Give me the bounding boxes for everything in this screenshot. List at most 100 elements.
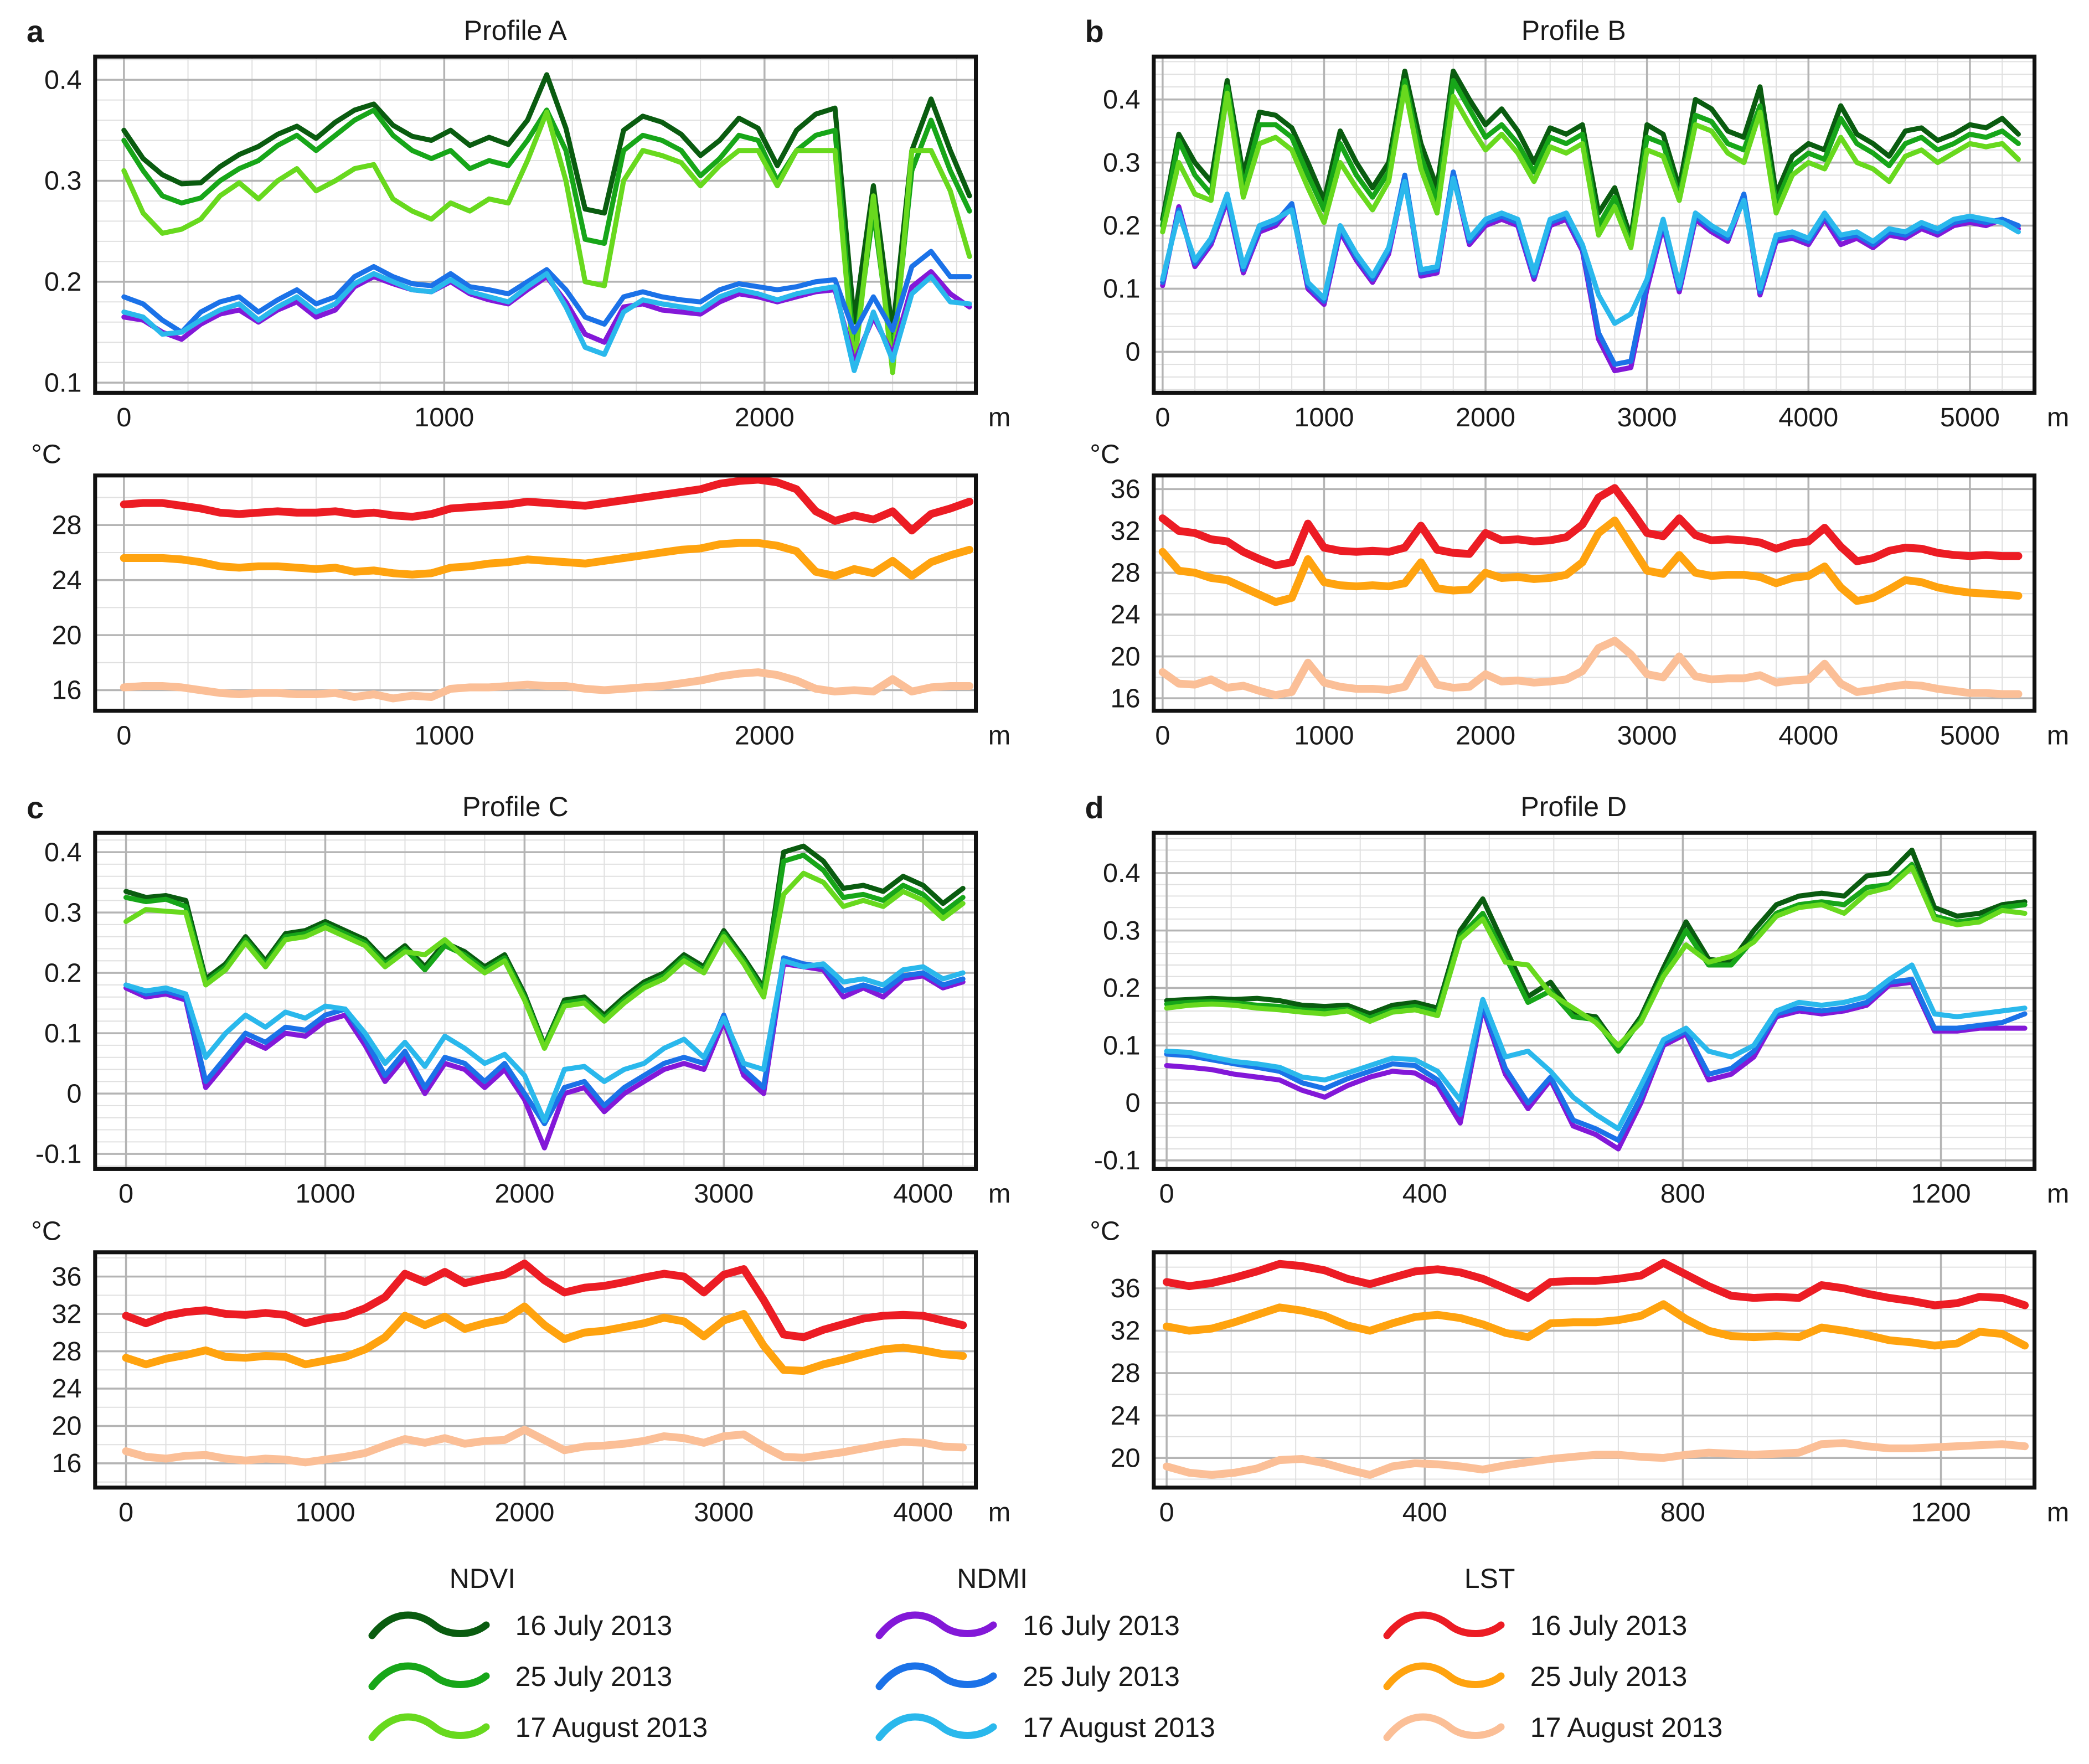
svg-text:m: m (988, 721, 1010, 751)
svg-text:1000: 1000 (414, 403, 474, 432)
svg-text:4000: 4000 (1778, 403, 1838, 432)
svg-text:0.2: 0.2 (1102, 211, 1140, 241)
profile-d-lst-chart: 0 400 800 1200 m 20 24 28 32 36 °C (1090, 1216, 2069, 1527)
legend-item: 17 August 2013 (874, 1708, 1215, 1747)
svg-text:0.4: 0.4 (44, 65, 82, 95)
svg-text:5000: 5000 (1940, 403, 1999, 432)
svg-text:2000: 2000 (735, 403, 795, 432)
svg-text:5000: 5000 (1940, 721, 1999, 751)
svg-text:400: 400 (1402, 1497, 1447, 1527)
svg-text:0: 0 (1159, 1497, 1174, 1527)
svg-text:36: 36 (51, 1261, 81, 1291)
svg-text:0.4: 0.4 (1102, 85, 1140, 115)
legend-label: 16 July 2013 (515, 1610, 673, 1642)
legend-item: 17 August 2013 (367, 1708, 708, 1747)
legend-line-swatch (1383, 1611, 1505, 1639)
svg-text:m: m (988, 1497, 1010, 1527)
svg-text:0: 0 (1125, 337, 1140, 367)
panel-c: c Profile C 0 1000 2000 3000 4000 m -0.1 0 0.1 0.… (11, 786, 1020, 1537)
profile-a-index-chart: 0 1000 2000 m 0.1 0.2 0.3 0.4 (44, 54, 1010, 432)
svg-text:-0.1: -0.1 (1093, 1146, 1140, 1175)
legend-line-swatch (368, 1662, 490, 1690)
svg-text:0.3: 0.3 (1102, 916, 1140, 946)
svg-text:0.2: 0.2 (44, 267, 82, 297)
svg-text:400: 400 (1402, 1179, 1447, 1209)
svg-text:24: 24 (51, 1374, 81, 1404)
legend-label: 17 August 2013 (515, 1712, 708, 1744)
panel-b-header: b Profile B (1070, 10, 2078, 49)
svg-text:m: m (2046, 721, 2069, 751)
svg-text:3000: 3000 (1617, 721, 1677, 751)
legend-line-swatch (368, 1611, 490, 1639)
legend-label: 25 July 2013 (515, 1661, 673, 1693)
panel-letter: b (1085, 14, 1104, 49)
svg-text:4000: 4000 (893, 1179, 953, 1209)
legend-line-swatch (1383, 1713, 1505, 1741)
svg-text:1000: 1000 (295, 1497, 355, 1527)
legend-line-swatch (1383, 1662, 1505, 1690)
panel-title: Profile C (462, 791, 569, 823)
svg-text:0: 0 (116, 403, 131, 432)
legend-item: 16 July 2013 (1381, 1606, 1723, 1646)
legend-group-title: NDMI (957, 1563, 1028, 1595)
svg-text:0: 0 (1125, 1088, 1140, 1118)
svg-text:16: 16 (51, 1448, 81, 1478)
svg-text:1000: 1000 (1294, 403, 1354, 432)
profile-b-index-chart: 0 1000 2000 3000 4000 5000 m 0 0.1 0.2 0.3 0.4 (1102, 54, 2069, 432)
legend-line-swatch (875, 1713, 997, 1741)
svg-text:3000: 3000 (694, 1179, 754, 1209)
svg-text:0: 0 (1159, 1179, 1174, 1209)
panel-title: Profile D (1520, 791, 1627, 823)
profile-c-index-chart: 0 1000 2000 3000 4000 m -0.1 0 0.1 0.2 0.3 0.4 (35, 831, 1010, 1209)
svg-text:16: 16 (51, 675, 81, 705)
svg-text:16: 16 (1110, 684, 1140, 714)
panels-grid: a Profile A 0 1000 2000 m 0.1 0.2 0.3 0.4 0 1000… (11, 10, 2078, 1537)
legend-label: 16 July 2013 (1023, 1610, 1180, 1642)
svg-text:28: 28 (1110, 558, 1140, 588)
legend-item: 25 July 2013 (367, 1657, 708, 1696)
svg-text:0.3: 0.3 (44, 898, 82, 928)
svg-text:1000: 1000 (295, 1179, 355, 1209)
svg-text:0.1: 0.1 (44, 1019, 82, 1049)
svg-text:1200: 1200 (1911, 1497, 1971, 1527)
svg-text:m: m (2046, 403, 2069, 432)
svg-text:m: m (988, 403, 1010, 432)
profile-b-lst-chart: 0 1000 2000 3000 4000 5000 m 16 20 24 28 32 36 °C (1090, 440, 2069, 751)
svg-text:°C: °C (1090, 440, 1120, 470)
svg-text:1000: 1000 (1294, 721, 1354, 751)
legend-group: LST 16 July 2013 25 July 2013 17 August 201… (1381, 1562, 1723, 1758)
legend-group: NDMI 16 July 2013 25 July 2013 17 August 20… (874, 1562, 1215, 1758)
svg-text:2000: 2000 (735, 721, 795, 751)
svg-text:4000: 4000 (893, 1497, 953, 1527)
panel-title: Profile B (1521, 15, 1626, 46)
svg-text:28: 28 (51, 1336, 81, 1366)
svg-text:2000: 2000 (1456, 721, 1515, 751)
svg-text:32: 32 (51, 1299, 81, 1329)
legend-item: 25 July 2013 (874, 1657, 1215, 1696)
svg-text:3000: 3000 (1617, 403, 1677, 432)
panel-letter: a (27, 14, 44, 49)
svg-text:24: 24 (51, 565, 81, 595)
legend-group-title: LST (1464, 1563, 1515, 1595)
svg-text:°C: °C (1090, 1216, 1120, 1246)
svg-text:32: 32 (1110, 516, 1140, 546)
svg-text:0: 0 (66, 1079, 81, 1109)
svg-text:°C: °C (31, 440, 61, 470)
legend-group: NDVI 16 July 2013 25 July 2013 17 August 20… (367, 1562, 708, 1758)
panel-a-header: a Profile A (11, 10, 1020, 49)
svg-text:0.4: 0.4 (1102, 858, 1140, 888)
panel-d-header: d Profile D (1070, 786, 2078, 825)
svg-text:20: 20 (51, 1411, 81, 1441)
svg-text:0.1: 0.1 (44, 368, 82, 398)
panel-c-header: c Profile C (11, 786, 1020, 826)
svg-text:4000: 4000 (1778, 721, 1838, 751)
svg-text:0: 0 (116, 721, 131, 751)
legend-label: 25 July 2013 (1023, 1661, 1180, 1693)
svg-text:0: 0 (1155, 403, 1170, 432)
panel-a: a Profile A 0 1000 2000 m 0.1 0.2 0.3 0.4 0 1000… (11, 10, 1020, 761)
profile-a-lst-chart: 0 1000 2000 m 16 20 24 28 °C (31, 440, 1010, 751)
svg-text:0.2: 0.2 (44, 958, 82, 988)
svg-text:28: 28 (1110, 1358, 1140, 1388)
panel-letter: c (27, 790, 44, 826)
